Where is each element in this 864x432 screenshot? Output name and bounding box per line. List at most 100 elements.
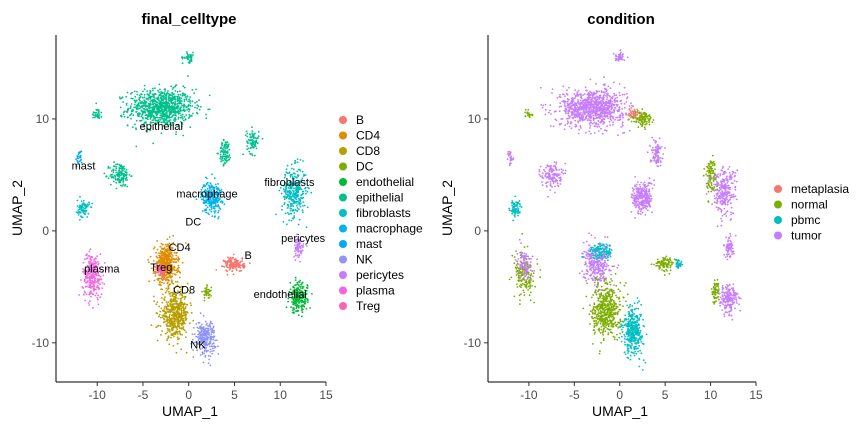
point-fibroblasts	[281, 205, 283, 208]
x-tick-label: 0	[185, 388, 192, 402]
point-cd4	[161, 281, 163, 284]
point-epithelial	[247, 138, 250, 141]
point-cd8	[169, 299, 172, 302]
point-macrophage	[205, 199, 208, 202]
point-fibroblasts	[302, 192, 304, 195]
point-tumor	[598, 90, 600, 93]
point-epithelial	[222, 164, 225, 167]
point-plasma	[104, 262, 106, 264]
point-tumor	[570, 101, 572, 104]
point-plasma	[98, 287, 100, 289]
point-macrophage	[205, 183, 208, 185]
point-tumor	[609, 117, 612, 119]
point-epithelial	[189, 126, 192, 129]
point-epithelial	[183, 86, 186, 89]
point-tumor	[614, 100, 617, 103]
point-tumor	[566, 104, 569, 107]
point-epithelial	[134, 123, 136, 126]
point-macrophage	[204, 191, 207, 194]
point-epithelial	[189, 54, 192, 57]
point-cd8	[189, 322, 191, 325]
point-fibroblasts	[290, 181, 292, 183]
point-tumor	[609, 98, 612, 101]
point-nk	[207, 325, 209, 327]
legend-label-cd4: CD4	[356, 129, 380, 143]
point-fibroblasts	[285, 197, 288, 200]
point-fibroblasts	[297, 203, 299, 205]
point-epithelial	[100, 111, 103, 114]
point-nk	[204, 356, 207, 358]
point-epithelial	[117, 174, 120, 177]
point-macrophage	[214, 183, 217, 186]
point-plasma	[93, 278, 96, 281]
point-epithelial	[257, 131, 260, 133]
point-tumor	[604, 129, 606, 132]
point-fibroblasts	[292, 182, 295, 185]
point-epithelial	[246, 135, 249, 138]
point-epithelial	[126, 116, 129, 119]
point-epithelial	[159, 97, 162, 100]
point-cd4	[179, 276, 181, 279]
point-epithelial	[255, 140, 257, 143]
point-epithelial	[158, 120, 161, 123]
point-epithelial	[246, 140, 248, 143]
point-epithelial	[114, 175, 117, 178]
point-endothelial	[300, 301, 303, 304]
point-tumor	[621, 93, 624, 96]
point-endothelial	[307, 301, 309, 303]
point-fibroblasts	[292, 177, 295, 180]
point-fibroblasts	[279, 186, 282, 189]
point-cd8	[177, 323, 180, 325]
legend-label-mast: mast	[356, 237, 383, 251]
point-plasma	[81, 286, 84, 288]
point-epithelial	[125, 104, 128, 106]
point-tumor	[594, 93, 597, 95]
point-epithelial	[159, 94, 162, 97]
point-tumor	[587, 101, 590, 104]
point-epithelial	[112, 168, 114, 171]
point-epithelial	[188, 62, 191, 64]
point-epithelial	[118, 179, 120, 182]
point-epithelial	[251, 126, 253, 129]
point-epithelial	[137, 106, 139, 108]
point-macrophage	[205, 201, 208, 204]
point-tumor	[574, 116, 577, 119]
point-fibroblasts	[82, 211, 85, 214]
point-cd8	[183, 298, 186, 300]
point-macrophage	[223, 196, 226, 199]
point-fibroblasts	[81, 210, 84, 213]
point-tumor	[597, 130, 600, 132]
point-tumor	[625, 101, 628, 103]
point-epithelial	[109, 167, 111, 169]
point-epithelial	[251, 133, 254, 136]
point-epithelial	[175, 84, 178, 87]
point-epithelial	[174, 103, 176, 106]
point-epithelial	[251, 153, 253, 155]
point-dc	[205, 286, 208, 289]
point-macrophage	[213, 187, 216, 190]
point-epithelial	[131, 126, 134, 129]
point-cd8	[184, 316, 187, 319]
point-plasma	[99, 283, 101, 286]
point-endothelial	[298, 302, 300, 304]
point-tumor	[612, 123, 614, 126]
point-macrophage	[215, 187, 218, 190]
point-plasma	[95, 292, 98, 295]
point-epithelial	[205, 117, 208, 120]
point-fibroblasts	[296, 161, 299, 164]
point-endothelial	[294, 276, 297, 279]
point-epithelial	[153, 102, 156, 105]
point-tumor	[613, 103, 616, 106]
point-nk	[205, 323, 208, 326]
point-fibroblasts	[287, 172, 290, 175]
point-epithelial	[144, 112, 147, 114]
point-pericytes	[294, 252, 297, 255]
point-fibroblasts	[294, 209, 297, 211]
point-epithelial	[173, 118, 176, 121]
point-epithelial	[181, 104, 183, 107]
point-endothelial	[290, 306, 292, 309]
point-epithelial	[131, 91, 133, 94]
point-epithelial	[149, 90, 152, 93]
point-cd8	[166, 319, 169, 322]
point-endothelial	[297, 283, 299, 286]
